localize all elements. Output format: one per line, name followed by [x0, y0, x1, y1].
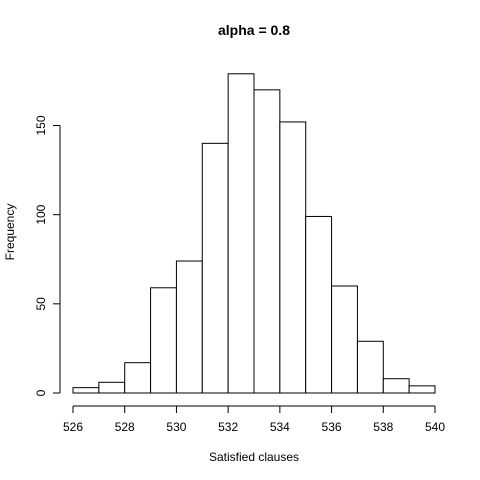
histogram-bar-528-529 [124, 362, 152, 394]
histogram-bar-534-535 [279, 121, 307, 394]
x-tick-label: 532 [218, 420, 238, 434]
x-tick-label: 536 [322, 420, 342, 434]
histogram-bars [72, 73, 436, 394]
x-tick-label: 526 [63, 420, 83, 434]
y-axis: 0 50 100 150 [34, 115, 61, 396]
histogram-bar-531-532 [201, 142, 229, 394]
y-tick-label: 50 [34, 297, 48, 311]
y-tick-label: 100 [34, 204, 48, 224]
histogram-bar-535-536 [305, 215, 333, 394]
histogram-bar-527-528 [98, 381, 126, 394]
x-tick-label: 530 [166, 420, 186, 434]
y-axis-label: Frequency [3, 204, 17, 261]
histogram-bar-536-537 [331, 285, 358, 394]
histogram-bar-539-540 [408, 385, 436, 394]
x-axis: 526 528 530 532 534 536 538 540 [63, 405, 445, 434]
histogram-bar-532-533 [227, 73, 255, 394]
histogram-bar-526-527 [72, 387, 100, 394]
y-tick-label: 0 [34, 389, 48, 396]
y-tick-label: 150 [34, 115, 48, 135]
histogram-bar-537-538 [356, 340, 384, 394]
x-tick-label: 528 [115, 420, 135, 434]
histogram-bar-533-534 [253, 89, 281, 394]
histogram-bar-529-530 [150, 287, 177, 394]
x-axis-label: Satisfied clauses [209, 450, 299, 464]
x-tick-label: 540 [425, 420, 445, 434]
x-tick-label: 538 [373, 420, 393, 434]
chart-title: alpha = 0.8 [218, 22, 290, 38]
x-tick-label: 534 [270, 420, 290, 434]
histogram-bar-530-531 [175, 260, 203, 394]
histogram-bar-538-539 [382, 378, 410, 394]
